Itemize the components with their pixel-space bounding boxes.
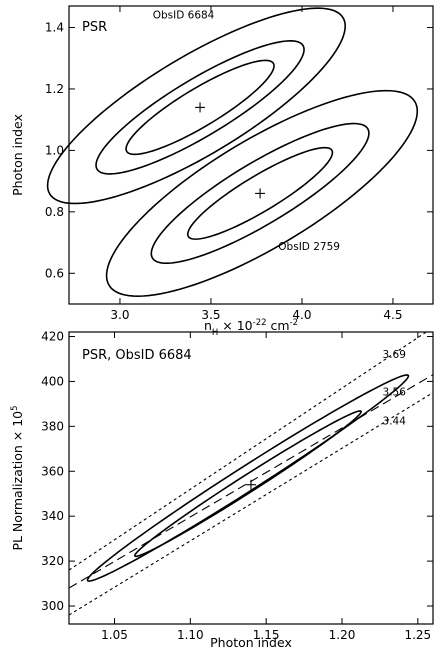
top-panel-contours	[46, 7, 419, 297]
bottom-panel-contours	[86, 374, 410, 582]
confidence-contour-1	[133, 410, 362, 558]
top-panel-y-axis-label: Photon index	[10, 114, 25, 196]
x-tick-label: 3.0	[110, 308, 129, 322]
y-tick-label: 1.4	[45, 21, 64, 35]
bottom-panel-frame	[68, 331, 434, 625]
top-panel-title: PSR	[82, 20, 107, 35]
x-tick-label: 1.15	[253, 628, 280, 642]
confidence-contour-obsid-2759-1	[186, 146, 334, 240]
top-panel-nh-vs-photon-index: 3.0 3.5 4.0 4.5 0.6 0.8 1.0 1.2 1.4 PSR ObsID 66…	[10, 5, 434, 338]
x-tick-label: 1.05	[101, 628, 128, 642]
bottom-panel-ticks: 1.05 1.10 1.15 1.20 1.25 300 320 340 360 380 400 42…	[41, 329, 433, 642]
top-panel-frame	[68, 5, 434, 305]
confidence-contour-2	[86, 374, 410, 582]
top-panel-best-fit-markers	[195, 102, 266, 199]
x-tick-label: 3.5	[201, 308, 220, 322]
top-panel-ticks: 3.0 3.5 4.0 4.5 0.6 0.8 1.0 1.2 1.4	[45, 6, 433, 322]
confidence-contour-obsid-6684-1	[125, 59, 275, 156]
contour-label-obsid-2759: ObsID 2759	[278, 241, 340, 253]
x-tick-label: 1.10	[177, 628, 204, 642]
y-tick-label: 0.8	[45, 205, 64, 219]
confidence-contour-obsid-2759-3	[105, 89, 419, 297]
y-tick-label: 380	[41, 419, 64, 433]
nh-line-label-3-56: 3.56	[383, 387, 407, 399]
bottom-panel-x-axis-label: Photon index	[210, 635, 292, 650]
y-tick-label: 420	[41, 329, 64, 343]
bottom-panel-normalization-vs-photon-index: 1.05 1.10 1.15 1.20 1.25 300 320 340 360 380 400 42…	[10, 329, 434, 650]
y-tick-label: 400	[41, 374, 64, 388]
y-tick-label: 0.6	[45, 266, 64, 280]
top-panel-x-axis-label: nH × 10-22 cm-2	[204, 318, 298, 338]
confidence-contour-obsid-6684-3	[46, 7, 347, 205]
nh-line-label-3-69: 3.69	[383, 349, 406, 361]
y-tick-label: 320	[41, 554, 64, 568]
confidence-contour-obsid-6684-2	[95, 40, 305, 175]
bottom-panel-y-axis-label: PL Normalization × 105	[10, 405, 25, 550]
nh-line-3-69	[69, 332, 428, 571]
x-tick-label: 1.20	[329, 628, 356, 642]
x-tick-label: 4.0	[292, 308, 311, 322]
nh-line-3-44	[69, 392, 433, 616]
y-tick-label: 300	[41, 599, 64, 613]
y-tick-label: 340	[41, 509, 64, 523]
bottom-panel-line-labels: 3.69 3.56 3.44	[383, 349, 407, 428]
contour-label-obsid-6684: ObsID 6684	[153, 9, 215, 21]
bottom-panel-title: PSR, ObsID 6684	[82, 348, 192, 363]
top-panel-annotations: ObsID 6684 ObsID 2759	[153, 9, 340, 253]
bottom-panel-best-fit-marker	[246, 479, 256, 490]
nh-line-label-3-44: 3.44	[383, 416, 407, 428]
y-tick-label: 1.0	[45, 143, 64, 157]
y-tick-label: 1.2	[45, 82, 64, 96]
x-tick-label: 1.25	[404, 628, 431, 642]
confidence-contour-obsid-2759-2	[150, 122, 370, 265]
x-tick-label: 4.5	[383, 308, 402, 322]
y-tick-label: 360	[41, 464, 64, 478]
